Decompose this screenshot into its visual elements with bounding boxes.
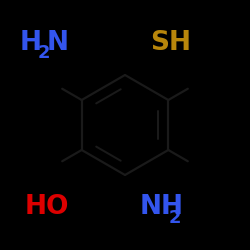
Text: HO: HO: [25, 194, 70, 220]
Text: 2: 2: [169, 209, 181, 227]
Text: 2: 2: [38, 44, 50, 62]
Text: SH: SH: [150, 30, 191, 56]
Text: H: H: [20, 30, 42, 56]
Text: N: N: [46, 30, 68, 56]
Text: NH: NH: [140, 194, 184, 220]
